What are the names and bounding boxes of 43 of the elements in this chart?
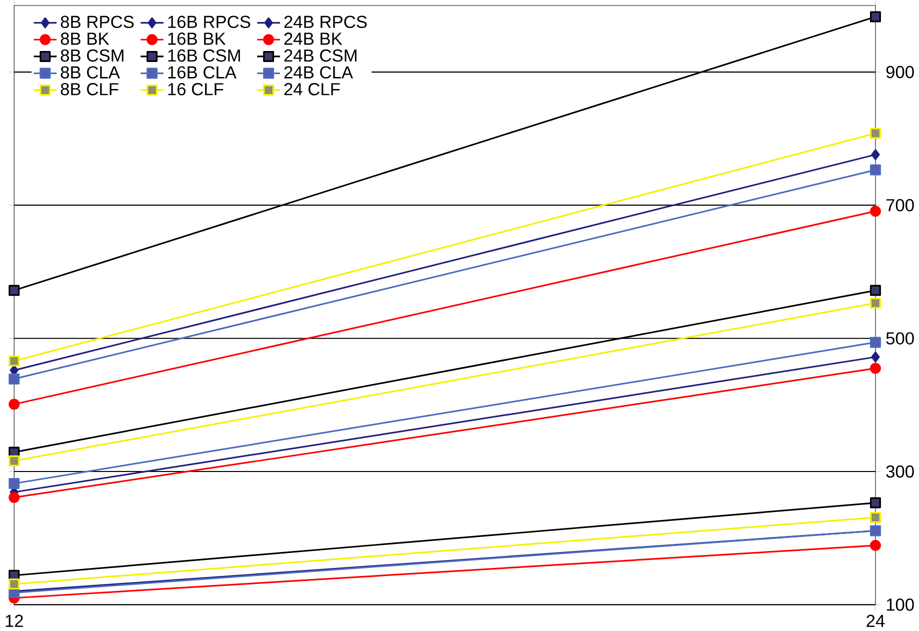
legend-label: 8B CSM <box>60 49 124 62</box>
x-tick-label: 24 <box>866 614 885 627</box>
legend-label: 16B BK <box>168 32 226 45</box>
legend-label: 8B CLF <box>60 82 118 96</box>
legend-label: 8B CLA <box>60 66 120 78</box>
point <box>871 351 880 362</box>
point <box>870 497 881 508</box>
y-tick-label: 900 <box>886 66 914 78</box>
point <box>871 148 880 160</box>
point <box>8 355 20 366</box>
point <box>8 492 20 503</box>
point <box>8 398 20 410</box>
point <box>870 164 881 176</box>
point <box>8 578 20 590</box>
x-tick-label: 12 <box>6 614 23 627</box>
point <box>8 478 20 489</box>
legend-label: 8B RPCS <box>60 16 134 28</box>
point <box>870 284 881 296</box>
y-tick-label: 100 <box>886 598 914 611</box>
legend-label: 24B CSM <box>284 49 356 62</box>
point <box>8 284 20 296</box>
point <box>8 373 20 384</box>
y-tick-label: 300 <box>886 465 914 478</box>
point <box>870 336 881 348</box>
legend-label: 16B RPCS <box>168 16 250 28</box>
point <box>8 455 20 466</box>
y-tick-label: 700 <box>886 198 914 212</box>
point <box>870 128 881 139</box>
legend-label: 8B BK <box>60 32 110 45</box>
point <box>870 362 881 374</box>
legend-label: 16B CSM <box>168 49 240 62</box>
point <box>870 540 881 551</box>
legend-label: 24B CLA <box>284 66 354 78</box>
point <box>870 512 881 523</box>
y-tick-label: 500 <box>886 332 914 344</box>
legend-label: 16B CLA <box>168 66 236 78</box>
point <box>870 297 881 308</box>
point <box>870 11 881 22</box>
legend-label: 24 CLF <box>284 82 340 96</box>
legend-label: 24B BK <box>284 32 342 45</box>
legend-label: 16 CLF <box>168 82 224 96</box>
point <box>870 206 881 217</box>
legend-label: 24B RPCS <box>284 16 367 28</box>
